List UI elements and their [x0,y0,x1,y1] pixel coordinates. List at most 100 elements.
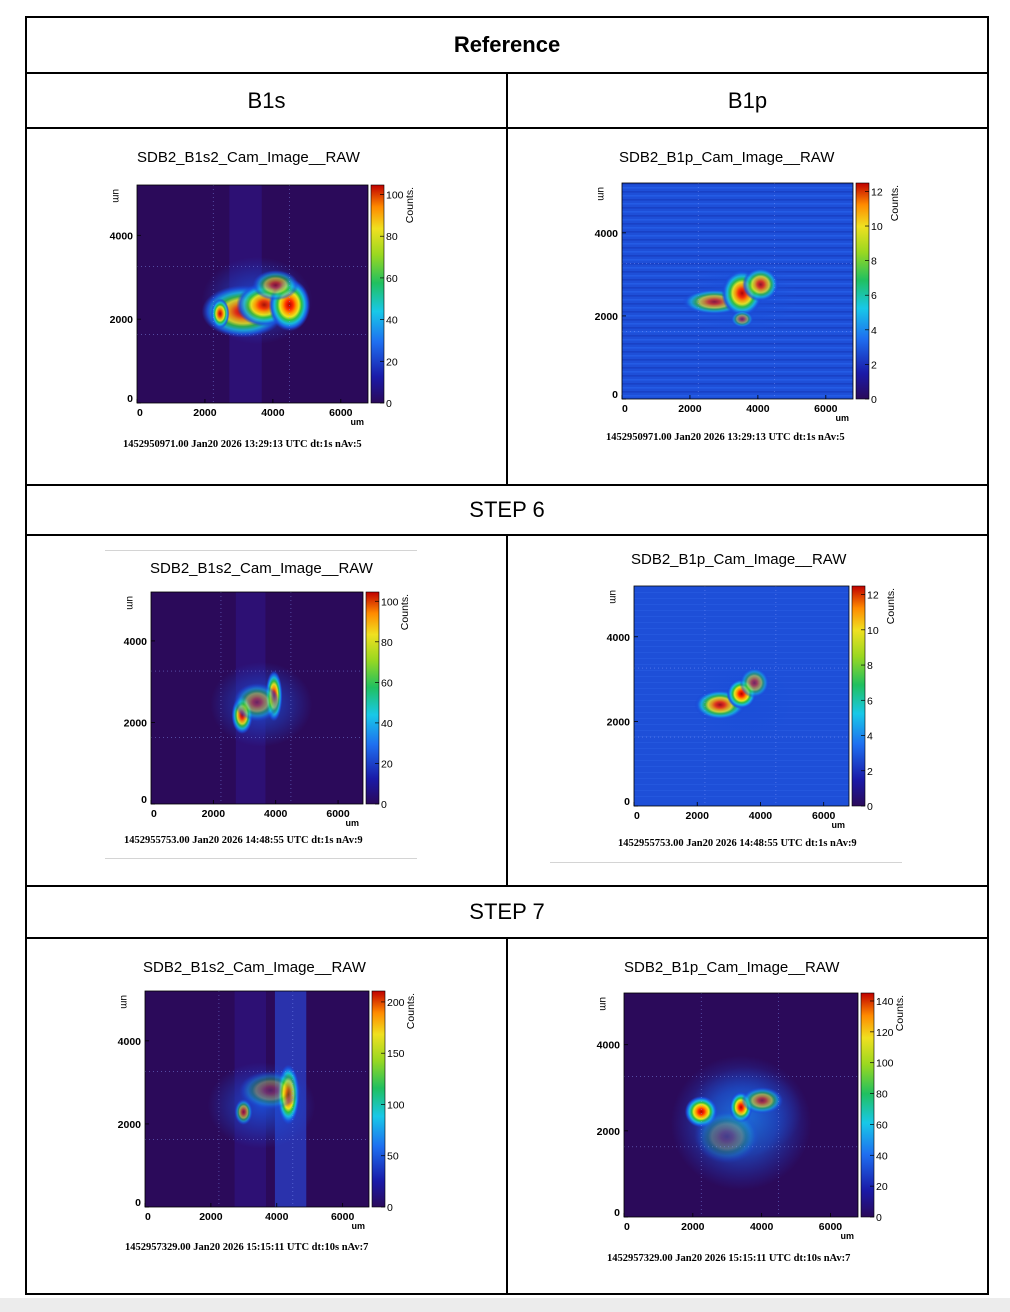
z-axis-label: Counts. [889,185,901,221]
y-axis-label: um [110,189,121,203]
z-axis-label: Counts. [405,993,417,1029]
color-scale-bar [371,990,386,1208]
heatmap-svg: 0 2000 4000 6000 0 2000 4000 um um 0 20 40 60 80 100 12… [597,992,906,1241]
heatmap-area [137,185,368,403]
heatmap-svg: 0 2000 4000 6000 0 2000 4000 um um 0 20 40 60 80 100 Co… [124,591,411,828]
x-tick-label: 6000 [819,1221,843,1233]
x-axis-label: um [351,417,365,427]
color-scale-bar [855,182,870,400]
plot-timestamp: 1452950971.00 Jan20 2026 13:29:13 UTC dt… [606,432,845,443]
y-tick-label: 2000 [595,311,619,323]
z-tick-label: 100 [387,1099,405,1111]
x-tick-label: 0 [634,810,640,822]
cell-s6-b1p: SDB2_B1p_Cam_Image__RAW 1452955753.00 Jan… [505,534,990,887]
z-tick-label: 4 [867,731,873,743]
step6-label: STEP 6 [469,497,545,522]
y-tick-label: 4000 [597,1040,621,1052]
x-axis-label: um [352,1221,366,1231]
x-tick-label: 0 [624,1221,630,1233]
z-axis-label: Counts. [894,995,906,1031]
heatmap-svg: 0 2000 4000 6000 0 2000 4000 um um 0 50 100 150 200 Co… [118,990,417,1231]
column-header-b1s: B1s [25,72,508,129]
y-tick-label: 0 [141,794,147,806]
heatmap-area [145,991,369,1207]
y-tick-label: 2000 [124,717,148,729]
y-axis-label: um [124,596,135,610]
x-tick-label: 4000 [750,1221,774,1233]
color-scale-bar [851,585,866,807]
y-tick-label: 0 [614,1207,620,1219]
plot-timestamp: 1452950971.00 Jan20 2026 13:29:13 UTC dt… [123,439,362,450]
x-tick-label: 0 [137,407,143,419]
separator-line [550,862,902,863]
z-tick-label: 8 [871,256,877,268]
z-tick-label: 80 [386,231,398,243]
y-tick-label: 0 [135,1197,141,1209]
ref-b1p-camera-plot: SDB2_B1p_Cam_Image__RAW 1452950971.00 Jan… [508,129,987,484]
z-tick-label: 6 [867,695,873,707]
y-tick-label: 4000 [110,230,134,242]
cell-s7-b1p: SDB2_B1p_Cam_Image__RAW 1452957329.00 Jan… [505,937,990,1295]
x-tick-label: 6000 [329,407,353,419]
y-tick-label: 4000 [118,1036,142,1048]
x-tick-label: 4000 [261,407,285,419]
x-tick-label: 2000 [199,1211,223,1223]
x-tick-label: 6000 [331,1211,355,1223]
z-tick-label: 100 [381,596,399,608]
x-tick-label: 6000 [812,810,836,822]
heatmap-svg: 0 2000 4000 6000 0 2000 4000 um um 0 2 4 6 8 10 12 Count… [595,182,901,423]
color-scale-bar [365,591,380,805]
z-tick-label: 100 [386,190,404,202]
x-tick-label: 6000 [326,808,350,820]
x-tick-label: 6000 [814,403,838,415]
z-tick-label: 12 [871,186,883,198]
z-tick-label: 60 [386,273,398,285]
z-tick-label: 140 [876,996,894,1008]
y-tick-label: 0 [127,393,133,405]
z-tick-label: 100 [876,1058,894,1070]
x-tick-label: 0 [145,1211,151,1223]
comparison-table: Reference B1s B1p SDB2_B1s2_Cam_Image__R… [24,16,990,1296]
z-tick-label: 2 [871,359,877,371]
x-tick-label: 2000 [686,810,710,822]
z-tick-label: 40 [381,718,393,730]
s7-b1s-camera-plot: SDB2_B1s2_Cam_Image__RAW 1452957329.00 Ja… [27,939,506,1293]
column-header-b1p: B1p [505,72,990,129]
x-axis-label: um [841,1231,855,1241]
z-tick-label: 0 [876,1212,882,1224]
plot-timestamp: 1452955753.00 Jan20 2026 14:48:55 UTC dt… [618,838,857,849]
y-tick-label: 4000 [595,228,619,240]
table-title: Reference [453,32,561,57]
heatmap-svg: 0 2000 4000 6000 0 2000 4000 um um 0 20 40 60 80 100 Co… [110,184,416,427]
z-tick-label: 50 [387,1151,399,1163]
y-tick-label: 0 [612,389,618,401]
z-tick-label: 200 [387,997,405,1009]
window-bottom-strip [0,1298,1010,1312]
cell-ref-b1p: SDB2_B1p_Cam_Image__RAW 1452950971.00 Jan… [505,127,990,486]
heatmap-area [151,592,363,804]
z-tick-label: 40 [876,1150,888,1162]
heatmap-svg: 0 2000 4000 6000 0 2000 4000 um um 0 2 4 6 8 10 12 Count… [607,585,897,830]
y-axis-label: um [597,997,608,1011]
z-tick-label: 20 [381,758,393,770]
y-tick-label: 2000 [597,1126,621,1138]
z-tick-label: 8 [867,660,873,672]
column-header-b1p-label: B1p [727,88,768,113]
x-tick-label: 4000 [749,810,773,822]
plot-title: SDB2_B1p_Cam_Image__RAW [624,959,840,976]
z-tick-label: 2 [867,766,873,778]
x-tick-label: 2000 [193,407,217,419]
z-axis-label: Counts. [885,588,897,624]
z-tick-label: 120 [876,1027,894,1039]
y-tick-label: 4000 [124,636,148,648]
plot-timestamp: 1452957329.00 Jan20 2026 15:15:11 UTC dt… [125,1242,369,1253]
y-axis-label: um [118,995,129,1009]
s6-b1p-camera-plot: SDB2_B1p_Cam_Image__RAW 1452955753.00 Jan… [508,536,987,885]
cell-ref-b1s: SDB2_B1s2_Cam_Image__RAW 1452950971.00 Ja… [25,127,508,486]
table-title-cell: Reference [24,16,990,74]
x-axis-label: um [346,818,360,828]
x-tick-label: 2000 [202,808,226,820]
s7-b1p-camera-plot: SDB2_B1p_Cam_Image__RAW 1452957329.00 Jan… [508,939,987,1293]
y-tick-label: 2000 [110,314,134,326]
z-axis-label: Counts. [399,594,411,630]
